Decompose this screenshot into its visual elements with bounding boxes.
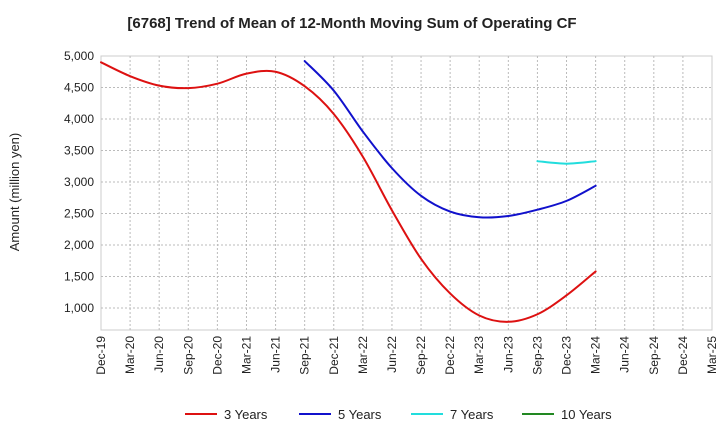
legend-label-5-years: 5 Years — [338, 407, 382, 422]
x-tick-label: Jun-22 — [385, 336, 399, 373]
x-tick-label: Mar-22 — [356, 336, 370, 374]
y-tick-label: 2,000 — [64, 238, 94, 252]
x-tick-label: Jun-20 — [152, 336, 166, 373]
x-tick-label: Dec-21 — [327, 336, 341, 375]
y-tick-label: 5,000 — [64, 49, 94, 63]
x-tick-label: Jun-24 — [618, 336, 632, 373]
series-line-5-years — [303, 60, 597, 219]
x-tick-label: Dec-20 — [210, 336, 224, 375]
axis-layer: 1,000 1,500 2,000 2,500 3,000 3,500 4,000 4,500… — [64, 49, 719, 375]
y-tick-label: 1,500 — [64, 269, 94, 283]
legend-label-10-years: 10 Years — [561, 407, 612, 422]
legend: 3 Years 5 Years 7 Years 10 Years — [185, 407, 612, 422]
y-tick-label: 4,000 — [64, 112, 94, 126]
x-tick-label: Mar-21 — [239, 336, 253, 374]
y-tick-label: 2,500 — [64, 206, 94, 220]
y-tick-label: 1,000 — [64, 301, 94, 315]
y-tick-label: 3,000 — [64, 175, 94, 189]
x-tick-label: Sep-20 — [181, 336, 195, 375]
y-axis-label: Amount (million yen) — [7, 133, 22, 252]
series-layer — [100, 60, 597, 323]
x-tick-label: Sep-22 — [414, 336, 428, 375]
x-tick-label: Mar-20 — [123, 336, 137, 374]
legend-label-3-years: 3 Years — [224, 407, 268, 422]
y-tick-label: 3,500 — [64, 143, 94, 157]
x-tick-label: Dec-24 — [676, 336, 690, 375]
x-tick-label: Sep-24 — [647, 336, 661, 375]
legend-label-7-years: 7 Years — [450, 407, 494, 422]
x-tick-label: Sep-23 — [530, 336, 544, 375]
series-line-3-years — [100, 61, 597, 323]
x-tick-label: Mar-25 — [705, 336, 719, 374]
x-tick-label: Mar-24 — [589, 336, 603, 374]
x-tick-label: Jun-21 — [269, 336, 283, 373]
chart-title: [6768] Trend of Mean of 12-Month Moving … — [127, 15, 576, 32]
x-tick-label: Dec-19 — [94, 336, 108, 375]
y-tick-label: 4,500 — [64, 80, 94, 94]
x-tick-label: Jun-23 — [501, 336, 515, 373]
x-tick-label: Dec-22 — [443, 336, 457, 375]
grid-layer — [100, 55, 713, 331]
x-tick-label: Dec-23 — [560, 336, 574, 375]
x-tick-label: Sep-21 — [298, 336, 312, 375]
plot-frame — [100, 55, 713, 331]
x-tick-label: Mar-23 — [472, 336, 486, 374]
series-line-7-years — [536, 160, 597, 165]
